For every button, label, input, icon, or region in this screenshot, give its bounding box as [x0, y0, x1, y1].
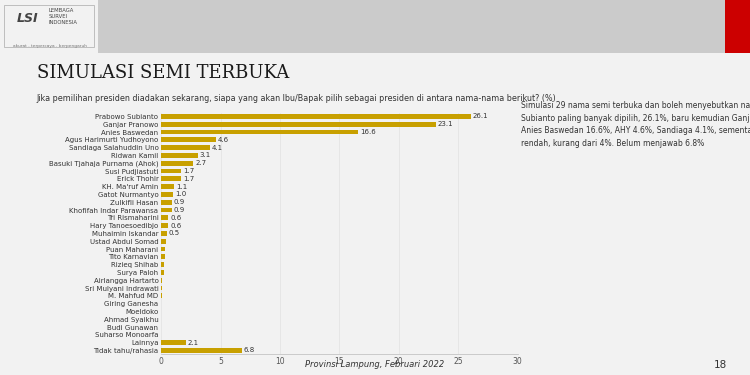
Text: 3.1: 3.1 [200, 152, 211, 158]
Bar [161, 122, 436, 127]
Text: 6.8: 6.8 [244, 348, 255, 354]
Bar [98, 0, 728, 53]
Bar [161, 348, 242, 353]
Text: LEMBAGA
SURVEI
INDONESIA: LEMBAGA SURVEI INDONESIA [49, 8, 78, 25]
Bar [161, 262, 164, 267]
Bar [161, 184, 174, 189]
Bar [161, 278, 163, 283]
Text: 0.6: 0.6 [170, 215, 182, 221]
Text: Simulasi 29 nama semi terbuka dan boleh menyebutkan nama lainnya, Prabowo
Subian: Simulasi 29 nama semi terbuka dan boleh … [521, 101, 750, 148]
Text: LSI: LSI [16, 12, 38, 24]
Bar [161, 223, 168, 228]
Bar [161, 340, 186, 345]
Text: 2.1: 2.1 [188, 340, 199, 346]
Bar [725, 0, 750, 53]
Text: 23.1: 23.1 [437, 121, 453, 127]
Text: 26.1: 26.1 [473, 113, 488, 119]
Text: 4.6: 4.6 [217, 137, 229, 143]
Text: Provinsi Lampung, Februari 2022: Provinsi Lampung, Februari 2022 [305, 360, 445, 369]
Bar [161, 176, 182, 181]
Text: 2.7: 2.7 [195, 160, 206, 166]
Bar [161, 130, 358, 134]
Bar [161, 153, 198, 158]
Bar [161, 200, 172, 205]
Bar [161, 254, 165, 259]
Text: 0.5: 0.5 [169, 230, 180, 237]
Bar [161, 169, 182, 173]
Bar [161, 161, 194, 166]
Bar [161, 231, 167, 236]
Text: 1.1: 1.1 [176, 184, 188, 190]
Bar [161, 286, 163, 291]
Text: Jika pemilihan presiden diadakan sekarang, siapa yang akan Ibu/Bapak pilih sebag: Jika pemilihan presiden diadakan sekaran… [37, 94, 556, 103]
Bar [161, 239, 166, 244]
Bar [161, 247, 165, 252]
Text: SIMULASI SEMI TERBUKA: SIMULASI SEMI TERBUKA [37, 64, 290, 82]
Text: 0.9: 0.9 [174, 207, 185, 213]
Bar [4, 5, 94, 47]
Text: 0.9: 0.9 [174, 199, 185, 205]
Text: 0.6: 0.6 [170, 223, 182, 229]
Text: 4.1: 4.1 [211, 145, 223, 151]
Bar [161, 270, 164, 275]
Bar [161, 145, 210, 150]
Bar [161, 215, 168, 220]
Text: akurat . terpercaya . berpengaruh: akurat . terpercaya . berpengaruh [13, 44, 88, 48]
Bar [161, 294, 163, 298]
Text: 1.0: 1.0 [175, 191, 186, 197]
Bar [161, 208, 172, 213]
Text: 1.7: 1.7 [183, 168, 194, 174]
Bar [161, 192, 173, 197]
Bar [161, 137, 216, 142]
Text: 18: 18 [714, 360, 728, 370]
Text: 16.6: 16.6 [360, 129, 376, 135]
Text: 1.7: 1.7 [183, 176, 194, 182]
Bar [161, 114, 471, 119]
